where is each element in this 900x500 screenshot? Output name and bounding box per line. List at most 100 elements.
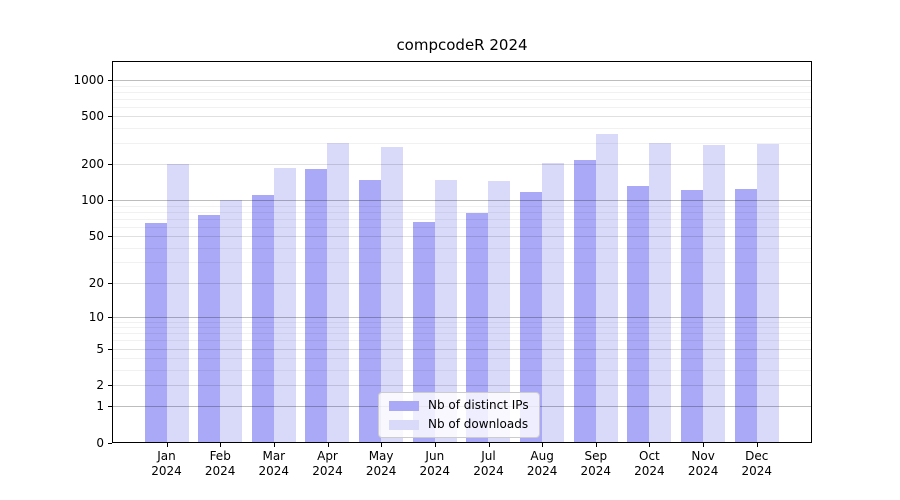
y-tick-label-20: 20 xyxy=(88,275,104,290)
gridline-500 xyxy=(113,116,811,118)
bar-downloads-oct xyxy=(649,143,672,442)
x-tick-label-jan: Jan 2024 xyxy=(151,449,182,478)
y-tick-label-5: 5 xyxy=(96,341,104,356)
gridline-70 xyxy=(113,218,811,220)
y-tick-label-10: 10 xyxy=(88,309,104,324)
legend-label-distinct-ips: Nb of distinct IPs xyxy=(428,398,529,412)
x-tick-jul xyxy=(488,443,490,447)
gridline-600 xyxy=(113,106,811,108)
gridline-10 xyxy=(113,316,811,318)
bar-ips-jul xyxy=(466,213,489,442)
gridline-30 xyxy=(113,262,811,264)
gridline-4 xyxy=(113,358,811,360)
bar-downloads-dec xyxy=(756,143,779,442)
y-tick-label-0: 0 xyxy=(96,435,104,450)
x-tick-label-jul: Jul 2024 xyxy=(473,449,504,478)
bar-ips-mar xyxy=(251,195,274,442)
gridline-800 xyxy=(113,91,811,93)
gridline-8 xyxy=(113,327,811,329)
bar-downloads-sep xyxy=(595,133,618,442)
bar-downloads-jul xyxy=(488,181,511,442)
gridline-7 xyxy=(113,333,811,335)
y-tick-0 xyxy=(108,442,112,444)
x-tick-sep xyxy=(595,443,597,447)
y-tick-label-100: 100 xyxy=(81,193,104,208)
bar-ips-apr xyxy=(305,168,328,442)
gridline-100 xyxy=(113,200,811,202)
gridline-300 xyxy=(113,143,811,144)
gridline-90 xyxy=(113,205,811,207)
y-tick-10 xyxy=(108,316,112,318)
x-tick-label-oct: Oct 2024 xyxy=(634,449,665,478)
gridline-900 xyxy=(113,85,811,87)
gridline-3 xyxy=(113,369,811,371)
gridline-80 xyxy=(113,211,811,213)
y-tick-2 xyxy=(108,384,112,386)
y-tick-label-500: 500 xyxy=(81,109,104,124)
y-tick-label-200: 200 xyxy=(81,157,104,172)
gridline-700 xyxy=(113,98,811,100)
plot-area: Nb of distinct IPs Nb of downloads xyxy=(112,61,812,443)
legend-label-downloads: Nb of downloads xyxy=(428,417,529,431)
y-tick-500 xyxy=(108,116,112,118)
x-tick-aug xyxy=(542,443,544,447)
y-tick-1000 xyxy=(108,80,112,81)
y-tick-50 xyxy=(108,236,112,238)
x-tick-label-mar: Mar 2024 xyxy=(258,449,290,478)
x-tick-oct xyxy=(649,443,651,447)
y-tick-label-50: 50 xyxy=(88,229,104,244)
bar-ips-nov xyxy=(681,190,704,442)
bar-ips-jun xyxy=(412,221,435,442)
gridline-5 xyxy=(113,348,811,350)
bar-downloads-jan xyxy=(166,164,189,442)
gridline-9 xyxy=(113,321,811,323)
chart-title: compcodeR 2024 xyxy=(396,36,528,54)
bar-downloads-mar xyxy=(273,167,296,442)
bar-downloads-nov xyxy=(703,144,726,442)
bar-ips-may xyxy=(359,179,382,442)
x-tick-jun xyxy=(434,443,436,447)
x-tick-mar xyxy=(273,443,275,447)
x-tick-feb xyxy=(220,443,222,447)
bar-ips-sep xyxy=(573,160,596,442)
bar-ips-jan xyxy=(144,222,167,442)
x-tick-label-dec: Dec 2024 xyxy=(741,449,773,478)
x-tick-label-nov: Nov 2024 xyxy=(687,449,719,478)
y-tick-100 xyxy=(108,200,112,202)
gridline-200 xyxy=(113,164,811,166)
x-tick-label-apr: Apr 2024 xyxy=(312,449,343,478)
gridline-50 xyxy=(113,236,811,238)
bar-downloads-may xyxy=(381,146,404,442)
bar-downloads-aug xyxy=(542,162,565,442)
bar-downloads-feb xyxy=(220,200,243,442)
x-tick-dec xyxy=(756,443,758,447)
x-tick-label-jun: Jun 2024 xyxy=(419,449,451,478)
y-tick-200 xyxy=(108,164,112,166)
legend-item-distinct-ips: Nb of distinct IPs xyxy=(389,399,529,412)
grid-layer xyxy=(113,62,811,442)
bar-ips-feb xyxy=(198,215,221,442)
y-tick-5 xyxy=(108,348,112,350)
x-tick-label-feb: Feb 2024 xyxy=(204,449,236,478)
y-tick-label-2: 2 xyxy=(96,377,104,392)
bar-ips-aug xyxy=(520,191,543,442)
legend-item-downloads: Nb of downloads xyxy=(389,418,529,431)
bar-ips-oct xyxy=(627,186,650,442)
x-tick-may xyxy=(381,443,383,447)
gridline-40 xyxy=(113,247,811,249)
x-tick-label-may: May 2024 xyxy=(365,449,397,478)
gridline-20 xyxy=(113,282,811,284)
bar-downloads-apr xyxy=(327,143,350,442)
gridline-1000 xyxy=(113,80,811,81)
gridline-400 xyxy=(113,128,811,129)
x-tick-nov xyxy=(703,443,705,447)
x-tick-jan xyxy=(166,443,168,447)
gridline-2 xyxy=(113,384,811,386)
y-tick-label-1: 1 xyxy=(96,399,104,414)
y-tick-label-1000: 1000 xyxy=(73,73,104,87)
gridline-60 xyxy=(113,226,811,228)
bar-downloads-jun xyxy=(434,179,457,442)
x-tick-apr xyxy=(327,443,329,447)
bars-layer xyxy=(113,62,811,442)
